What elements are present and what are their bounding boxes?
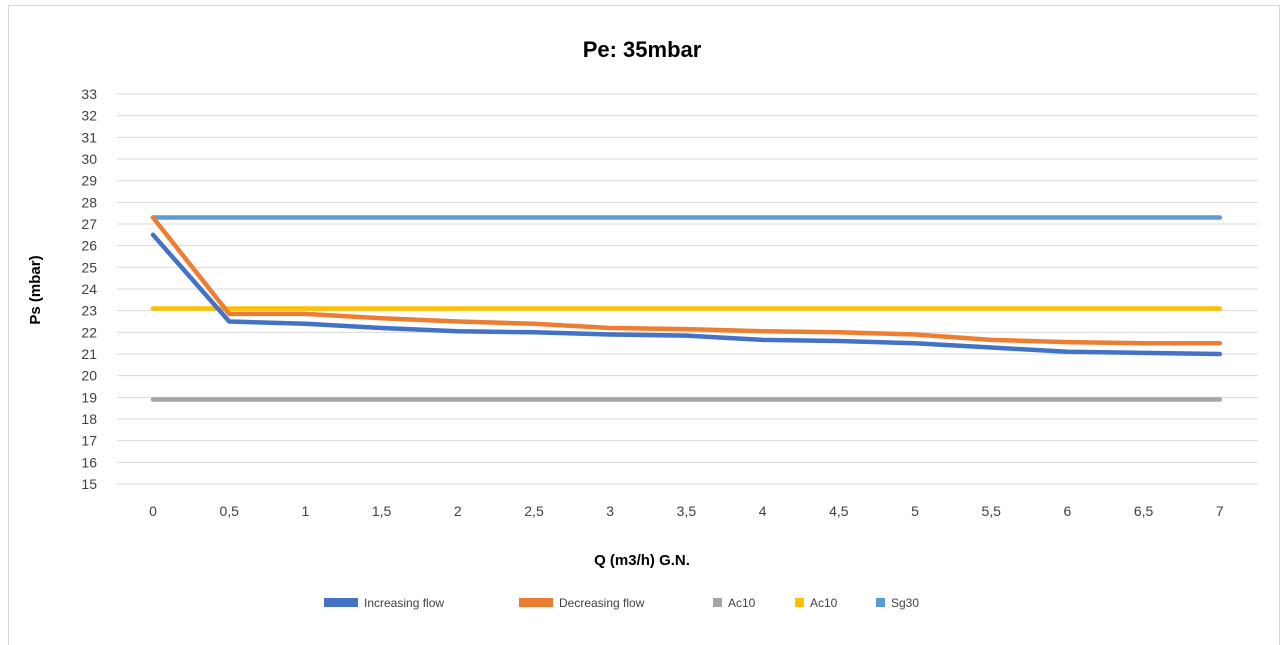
gridlines	[117, 93, 1258, 485]
y-tick-label: 32	[81, 108, 97, 124]
series-lines	[150, 215, 1223, 402]
y-tick-label: 19	[81, 389, 97, 405]
legend-label: Decreasing flow	[559, 596, 645, 610]
x-tick-label: 6,5	[1134, 503, 1154, 519]
series-line-1	[150, 232, 1223, 357]
x-tick-label: 5,5	[981, 503, 1001, 519]
legend-label: Ac10	[728, 596, 756, 610]
chart-title: Pe: 35mbar	[583, 37, 702, 62]
x-tick-label: 3	[606, 503, 614, 519]
y-tick-label: 30	[81, 151, 97, 167]
legend-label: Increasing flow	[364, 596, 444, 610]
y-axis-ticks: 15 16 17 18 19 20 21 22 23 24 25 26 27 28 29 30 31 32 33	[81, 86, 97, 492]
x-tick-label: 1,5	[372, 503, 392, 519]
y-tick-label: 25	[81, 259, 97, 275]
legend-label: Ac10	[810, 596, 838, 610]
y-tick-label: 16	[81, 454, 97, 470]
y-tick-label: 17	[81, 433, 97, 449]
x-tick-label: 2	[454, 503, 462, 519]
x-tick-label: 3,5	[677, 503, 697, 519]
x-axis-title: Q (m3/h) G.N.	[594, 552, 690, 569]
x-tick-label: 1	[302, 503, 310, 519]
x-axis-ticks: 0 0,5 1 1,5 2 2,5 3 3,5 4 4,5 5 5,5 6 6,5 7	[149, 503, 1224, 519]
series-line-2	[150, 215, 1223, 346]
x-tick-label: 0,5	[219, 503, 239, 519]
y-tick-label: 27	[81, 216, 97, 232]
y-tick-label: 15	[81, 476, 97, 492]
chart-frame	[8, 5, 1280, 645]
y-tick-label: 31	[81, 129, 97, 145]
y-tick-label: 33	[81, 86, 97, 102]
y-tick-label: 18	[81, 411, 97, 427]
y-tick-label: 26	[81, 238, 97, 254]
legend-swatch	[519, 598, 553, 607]
y-tick-label: 23	[81, 303, 97, 319]
x-tick-label: 0	[149, 503, 157, 519]
y-tick-label: 29	[81, 173, 97, 189]
y-tick-label: 21	[81, 346, 97, 362]
legend-swatch	[876, 598, 885, 607]
x-tick-label: 2,5	[524, 503, 544, 519]
y-tick-label: 22	[81, 324, 97, 340]
legend-swatch	[713, 598, 722, 607]
x-tick-label: 4,5	[829, 503, 849, 519]
y-axis-title: Ps (mbar)	[27, 255, 44, 324]
y-tick-label: 20	[81, 368, 97, 384]
x-tick-label: 6	[1064, 503, 1072, 519]
legend: Increasing flow Decreasing flow Ac10 Ac10 Sg…	[324, 596, 919, 610]
x-tick-label: 5	[911, 503, 919, 519]
legend-swatch	[324, 598, 358, 607]
y-tick-label: 24	[81, 281, 97, 297]
x-tick-label: 7	[1216, 503, 1224, 519]
legend-label: Sg30	[891, 596, 919, 610]
y-tick-label: 28	[81, 194, 97, 210]
legend-swatch	[795, 598, 804, 607]
x-tick-label: 4	[759, 503, 767, 519]
